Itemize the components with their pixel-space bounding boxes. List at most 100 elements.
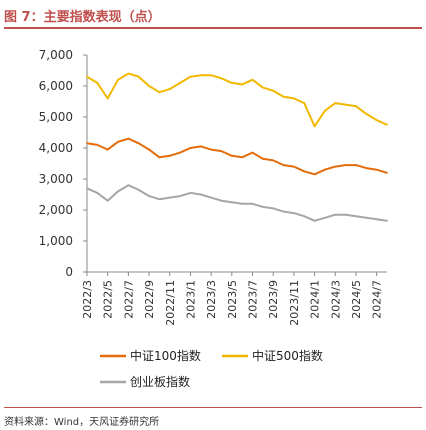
data-point	[230, 201, 233, 204]
series-line-2	[86, 72, 388, 128]
x-tick-label: 2023/9	[267, 280, 280, 319]
data-point	[272, 159, 275, 162]
legend-label-3: 创业板指数	[130, 374, 190, 389]
data-point	[344, 164, 347, 166]
title-divider	[4, 27, 422, 29]
data-point	[230, 82, 233, 84]
data-point	[106, 199, 109, 202]
data-point	[375, 168, 378, 171]
series-layer	[86, 72, 388, 222]
chart-title: 图 7：主要指数表现（点）	[4, 10, 161, 25]
y-tick-label: 5,000	[39, 110, 73, 124]
data-point	[179, 195, 182, 197]
data-point	[292, 212, 295, 215]
data-point	[303, 215, 306, 218]
data-point	[313, 219, 316, 222]
data-point	[158, 156, 161, 159]
legend-label-2: 中证500指数	[252, 348, 323, 363]
x-tick-label: 2022/11	[164, 280, 177, 326]
data-point	[334, 102, 337, 104]
x-tick-label: 2024/1	[309, 280, 322, 319]
data-point	[86, 187, 88, 190]
data-point	[199, 74, 202, 77]
data-point	[106, 97, 109, 100]
data-point	[386, 171, 388, 174]
data-point	[282, 210, 285, 213]
data-point	[251, 151, 254, 154]
x-tick-label: 2023/5	[226, 280, 239, 319]
data-point	[303, 102, 306, 104]
data-point	[282, 164, 285, 166]
data-point	[375, 119, 378, 121]
x-axis: 2022/3 2022/5 2022/7 2022/9 2022/11 2023/1 202…	[81, 271, 387, 326]
data-point	[365, 167, 368, 170]
data-point	[220, 77, 223, 80]
data-point	[158, 91, 161, 94]
source-note: 资料来源：Wind，天风证券研究所	[4, 417, 160, 428]
data-point	[241, 156, 244, 159]
y-tick-label: 4,000	[39, 141, 73, 155]
data-point	[137, 142, 140, 145]
y-tick-label: 1,000	[39, 234, 73, 248]
data-point	[292, 97, 295, 100]
data-point	[261, 157, 264, 160]
data-point	[117, 140, 119, 143]
data-point	[355, 105, 357, 108]
data-point	[272, 89, 275, 92]
data-point	[375, 218, 378, 221]
data-point	[355, 164, 357, 166]
data-point	[168, 88, 171, 90]
data-point	[189, 192, 192, 194]
data-point	[324, 109, 326, 112]
y-axis: 0 1,000 2,000 3,000 4,000 5,000 6,000 7,000	[39, 48, 88, 279]
data-point	[179, 151, 182, 154]
data-point	[251, 78, 254, 81]
data-point	[282, 95, 285, 98]
data-point	[189, 147, 192, 149]
data-point	[365, 113, 368, 115]
data-point	[334, 165, 337, 168]
series-line-3	[86, 184, 388, 222]
x-tick-label: 2022/9	[143, 280, 156, 319]
data-point	[158, 198, 161, 201]
data-point	[344, 103, 347, 106]
data-point	[106, 148, 109, 151]
data-point	[96, 82, 99, 84]
x-tick-label: 2023/3	[205, 280, 218, 319]
data-point	[355, 215, 357, 218]
data-point	[220, 199, 223, 202]
data-point	[210, 148, 213, 151]
x-tick-label: 2022/5	[102, 280, 115, 319]
data-point	[189, 75, 192, 78]
data-point	[86, 142, 88, 145]
x-tick-label: 2022/7	[122, 280, 135, 319]
data-point	[261, 206, 264, 208]
data-point	[96, 192, 99, 194]
x-tick-label: 2023/7	[247, 280, 260, 319]
data-point	[210, 196, 213, 199]
data-point	[148, 195, 150, 197]
data-point	[168, 154, 171, 157]
data-point	[386, 123, 388, 126]
data-point	[230, 154, 233, 157]
x-tick-label: 2024/5	[350, 280, 363, 319]
data-point	[127, 184, 130, 187]
data-point	[241, 83, 244, 86]
legend-label-1: 中证100指数	[130, 348, 201, 363]
data-point	[148, 148, 150, 151]
data-point	[386, 219, 388, 222]
data-point	[210, 74, 213, 77]
data-point	[127, 72, 130, 75]
y-tick-label: 2,000	[39, 203, 73, 217]
line-chart: 0 1,000 2,000 3,000 4,000 5,000 6,000 7,000 202…	[39, 48, 388, 389]
data-point	[127, 137, 130, 140]
data-point	[272, 207, 275, 210]
data-point	[303, 170, 306, 173]
data-point	[365, 216, 368, 219]
data-point	[313, 173, 316, 176]
x-tick-label: 2022/3	[81, 280, 94, 319]
x-tick-label: 2024/7	[371, 280, 384, 319]
data-point	[334, 213, 337, 216]
data-point	[324, 216, 326, 219]
